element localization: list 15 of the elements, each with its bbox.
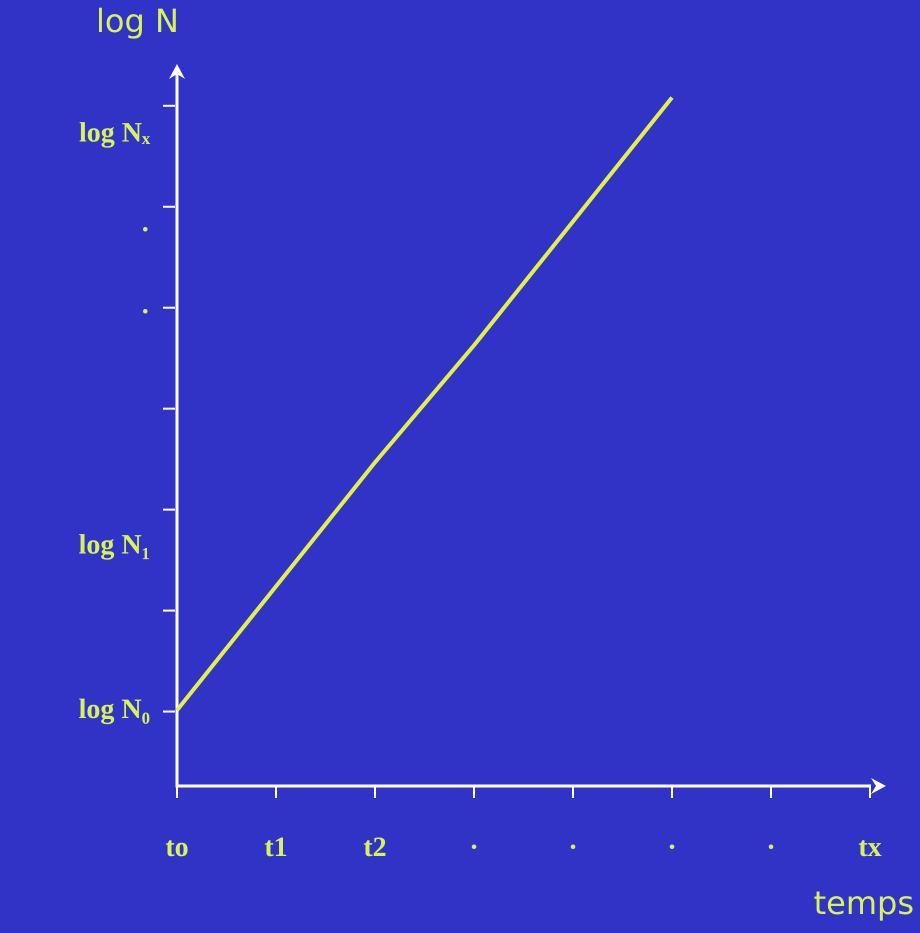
- text: log Nₓ: [78, 118, 151, 149]
- text: ·: [140, 296, 150, 328]
- text: ·: [140, 214, 150, 246]
- x-tick-label: t2: [363, 832, 387, 864]
- x-tick-label: t1: [264, 832, 288, 864]
- x-tick-label: to: [165, 832, 189, 864]
- x-axis-title: temps: [814, 884, 914, 922]
- x-tick-label: ·: [469, 832, 479, 864]
- x-tick-label: ·: [568, 832, 578, 864]
- text: log N₁: [78, 529, 150, 560]
- x-tick-label: ·: [667, 832, 677, 864]
- text: log N₀: [78, 694, 150, 726]
- y-axis-title: log N: [96, 2, 179, 40]
- x-tick-label: tx: [858, 832, 882, 864]
- x-tick-label: ·: [766, 832, 776, 864]
